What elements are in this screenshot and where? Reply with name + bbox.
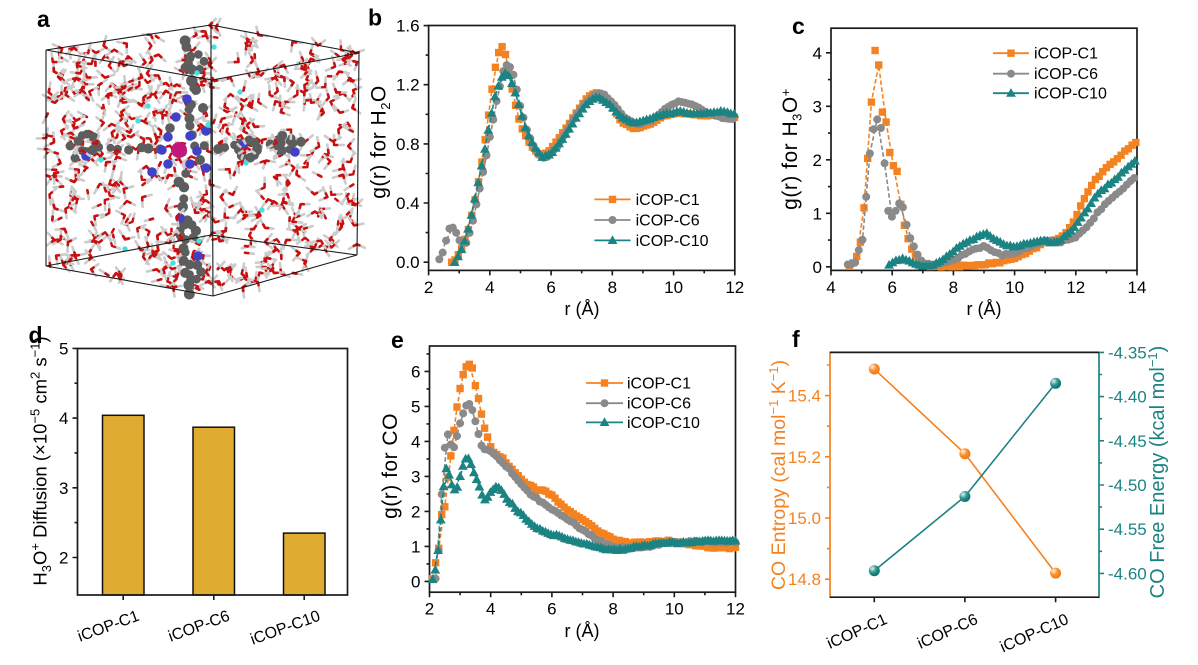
svg-text:6: 6 [546, 278, 555, 297]
svg-text:4: 4 [59, 409, 68, 428]
svg-text:r (Å): r (Å) [967, 299, 1002, 319]
svg-text:2: 2 [813, 151, 822, 170]
svg-text:iCOP-C10: iCOP-C10 [627, 415, 700, 432]
svg-text:10: 10 [665, 600, 684, 619]
svg-text:iCOP-C10: iCOP-C10 [1034, 86, 1107, 103]
svg-text:-4.35: -4.35 [1108, 343, 1147, 362]
svg-text:iCOP-C1: iCOP-C1 [636, 192, 700, 209]
svg-text:iCOP-C6: iCOP-C6 [636, 213, 700, 230]
svg-text:4: 4 [486, 600, 495, 619]
svg-text:g(r) for CO: g(r) for CO [379, 413, 402, 519]
svg-text:3: 3 [411, 467, 420, 486]
svg-text:5: 5 [59, 339, 68, 358]
svg-text:1.6: 1.6 [396, 17, 420, 36]
svg-text:e: e [391, 327, 404, 353]
svg-text:10: 10 [664, 278, 683, 297]
svg-text:2: 2 [424, 278, 433, 297]
svg-text:6: 6 [887, 278, 896, 297]
svg-text:3: 3 [59, 479, 68, 498]
svg-text:14.8: 14.8 [788, 570, 821, 589]
svg-text:iCOP-C1: iCOP-C1 [627, 376, 691, 393]
svg-text:-4.45: -4.45 [1108, 432, 1147, 451]
svg-text:f: f [792, 326, 800, 352]
svg-text:3: 3 [813, 97, 822, 116]
svg-text:0: 0 [813, 258, 822, 277]
svg-text:iCOP-C10: iCOP-C10 [636, 233, 709, 250]
svg-text:1: 1 [813, 204, 822, 223]
svg-text:CO Free Energy (kcal mol−1): CO Free Energy (kcal mol−1) [1145, 346, 1169, 599]
svg-text:8: 8 [949, 278, 958, 297]
svg-text:4: 4 [411, 432, 420, 451]
svg-text:iCOP-C6: iCOP-C6 [627, 396, 691, 413]
svg-text:H3O+ Diffusion (×10−5 cm2 s−1): H3O+ Diffusion (×10−5 cm2 s−1) [28, 336, 55, 585]
svg-text:0.0: 0.0 [396, 253, 420, 272]
svg-text:iCOP-C1: iCOP-C1 [1034, 46, 1098, 63]
svg-text:d: d [29, 322, 43, 348]
svg-text:12: 12 [726, 600, 745, 619]
svg-text:6: 6 [411, 362, 420, 381]
svg-text:14: 14 [1128, 278, 1147, 297]
svg-text:c: c [792, 13, 805, 39]
svg-text:1.2: 1.2 [396, 76, 420, 95]
svg-text:15.2: 15.2 [788, 448, 821, 467]
svg-text:r (Å): r (Å) [565, 299, 600, 319]
svg-text:r (Å): r (Å) [565, 621, 600, 641]
svg-text:2: 2 [425, 600, 434, 619]
svg-text:g(r) for H3O+: g(r) for H3O+ [778, 88, 805, 210]
svg-text:5: 5 [411, 397, 420, 416]
svg-text:10: 10 [1005, 278, 1024, 297]
svg-text:b: b [368, 5, 382, 31]
svg-text:15.0: 15.0 [788, 509, 821, 528]
svg-text:1: 1 [411, 537, 420, 556]
svg-text:8: 8 [608, 278, 617, 297]
svg-text:4: 4 [485, 278, 494, 297]
svg-text:iCOP-C6: iCOP-C6 [1034, 66, 1098, 83]
svg-text:a: a [37, 6, 50, 32]
svg-text:0.4: 0.4 [396, 194, 420, 213]
svg-text:2: 2 [411, 502, 420, 521]
svg-text:15.4: 15.4 [788, 387, 821, 406]
svg-text:-4.55: -4.55 [1108, 520, 1147, 539]
svg-text:4: 4 [826, 278, 835, 297]
svg-text:6: 6 [547, 600, 556, 619]
svg-text:g(r) for H2O: g(r) for H2O [368, 85, 394, 199]
svg-text:0: 0 [411, 572, 420, 591]
svg-text:-4.50: -4.50 [1108, 476, 1147, 495]
svg-text:-4.60: -4.60 [1108, 564, 1147, 583]
svg-text:4: 4 [813, 44, 822, 63]
svg-text:2: 2 [59, 549, 68, 568]
svg-text:8: 8 [608, 600, 617, 619]
svg-text:12: 12 [725, 278, 744, 297]
svg-text:0.8: 0.8 [396, 135, 420, 154]
svg-text:-4.40: -4.40 [1108, 388, 1147, 407]
svg-text:CO Entropy (cal mol−1 K−1): CO Entropy (cal mol−1 K−1) [766, 360, 790, 590]
svg-text:12: 12 [1066, 278, 1085, 297]
